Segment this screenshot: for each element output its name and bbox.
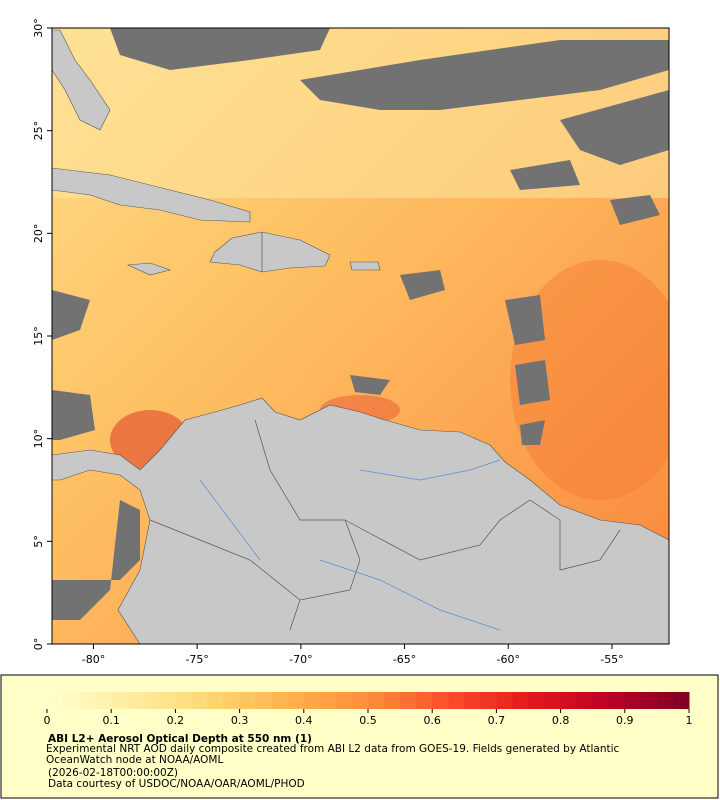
- x-tick-label: -70°: [289, 653, 312, 666]
- colorbar-tick-label: 0.8: [552, 714, 570, 727]
- colorbar-step: [512, 692, 529, 709]
- description: Experimental NRT AOD daily composite cre…: [46, 744, 620, 766]
- colorbar-step: [127, 692, 144, 709]
- x-tick-label: -80°: [82, 653, 105, 666]
- colorbar-step: [351, 692, 369, 709]
- rivers: [199, 459, 501, 631]
- colorbar-tick-label: 0.2: [167, 714, 185, 727]
- clouds: [52, 28, 669, 620]
- colorbar-step: [223, 692, 241, 709]
- axes: -80° -75° -70° -65° -60° -55° 0° 5° 10° 15° 20° 25°…: [32, 18, 624, 666]
- colorbar-step: [400, 692, 417, 709]
- colorbar-tick-label: 0.7: [488, 714, 506, 727]
- colorbar-step: [672, 692, 690, 709]
- colorbar-step: [464, 692, 481, 709]
- colorbar-step: [175, 692, 192, 709]
- colorbar-step: [79, 692, 96, 709]
- colorbar-step: [111, 692, 128, 709]
- y-tick-label: 30°: [32, 18, 45, 38]
- colorbar-step: [656, 692, 674, 709]
- credit: Data courtesy of USDOC/NOAA/OAR/AOML/PHO…: [48, 778, 305, 790]
- description-box: Experimental NRT AOD daily composite cre…: [46, 744, 620, 766]
- x-tick-label: -60°: [497, 653, 520, 666]
- colorbar-step: [287, 692, 305, 709]
- colorbar-tick-label: 0.1: [102, 714, 120, 727]
- colorbar-step: [255, 692, 273, 709]
- colorbar-step: [576, 692, 594, 709]
- colorbar-step: [207, 692, 225, 709]
- colorbar-step: [448, 692, 465, 709]
- colorbar-step: [239, 692, 257, 709]
- colorbar-step: [335, 692, 353, 709]
- colorbar-step: [191, 692, 208, 709]
- y-tick-label: 15°: [32, 326, 45, 346]
- colorbar-step: [480, 692, 497, 709]
- land: [52, 29, 669, 644]
- aod-high: [510, 260, 669, 500]
- colorbar-tick-label: 0.9: [616, 714, 634, 727]
- colorbar-tick-label: 1: [686, 714, 693, 727]
- y-tick-label: 5°: [32, 535, 45, 548]
- colorbar-step: [303, 692, 321, 709]
- colorbar-step: [528, 692, 546, 709]
- x-tick-label: -65°: [393, 653, 416, 666]
- colorbar-step: [640, 692, 658, 709]
- colorbar-step: [432, 692, 449, 709]
- y-tick-label: 20°: [32, 224, 45, 244]
- colorbar-tick-label: 0.5: [359, 714, 377, 727]
- colorbar-step: [143, 692, 160, 709]
- colorbar-step: [592, 692, 610, 709]
- colorbar-tick-label: 0.4: [295, 714, 313, 727]
- colorbar-step: [544, 692, 562, 709]
- colorbar: 0 0.1 0.2 0.3 0.4 0.5 0.6 0.7 0.8 0.9 1: [44, 692, 693, 727]
- title: ABI L2+ Aerosol Optical Depth at 550 nm …: [48, 733, 312, 745]
- colorbar-tick-label: 0: [44, 714, 51, 727]
- colorbar-step: [416, 692, 433, 709]
- colorbar-step: [608, 692, 626, 709]
- colorbar-step: [95, 692, 112, 709]
- colorbar-step: [368, 692, 385, 709]
- borders: [149, 232, 621, 631]
- colorbar-step: [63, 692, 80, 709]
- colorbar-tick-label: 0.6: [423, 714, 441, 727]
- colorbar-step: [624, 692, 642, 709]
- colorbar-step: [384, 692, 401, 709]
- colorbar-step: [560, 692, 578, 709]
- colorbar-step: [496, 692, 513, 709]
- colorbar-step: [271, 692, 289, 709]
- x-tick-label: -75°: [185, 653, 208, 666]
- y-tick-label: 10°: [32, 429, 45, 449]
- y-tick-label: 0°: [32, 638, 45, 651]
- map-field: [52, 28, 669, 644]
- y-tick-label: 25°: [32, 121, 45, 141]
- x-tick-label: -55°: [600, 653, 623, 666]
- colorbar-tick-label: 0.3: [231, 714, 249, 727]
- colorbar-step: [319, 692, 337, 709]
- colorbar-step: [47, 692, 64, 709]
- timestamp: (2026-02-18T00:00:00Z): [48, 767, 178, 779]
- colorbar-step: [159, 692, 176, 709]
